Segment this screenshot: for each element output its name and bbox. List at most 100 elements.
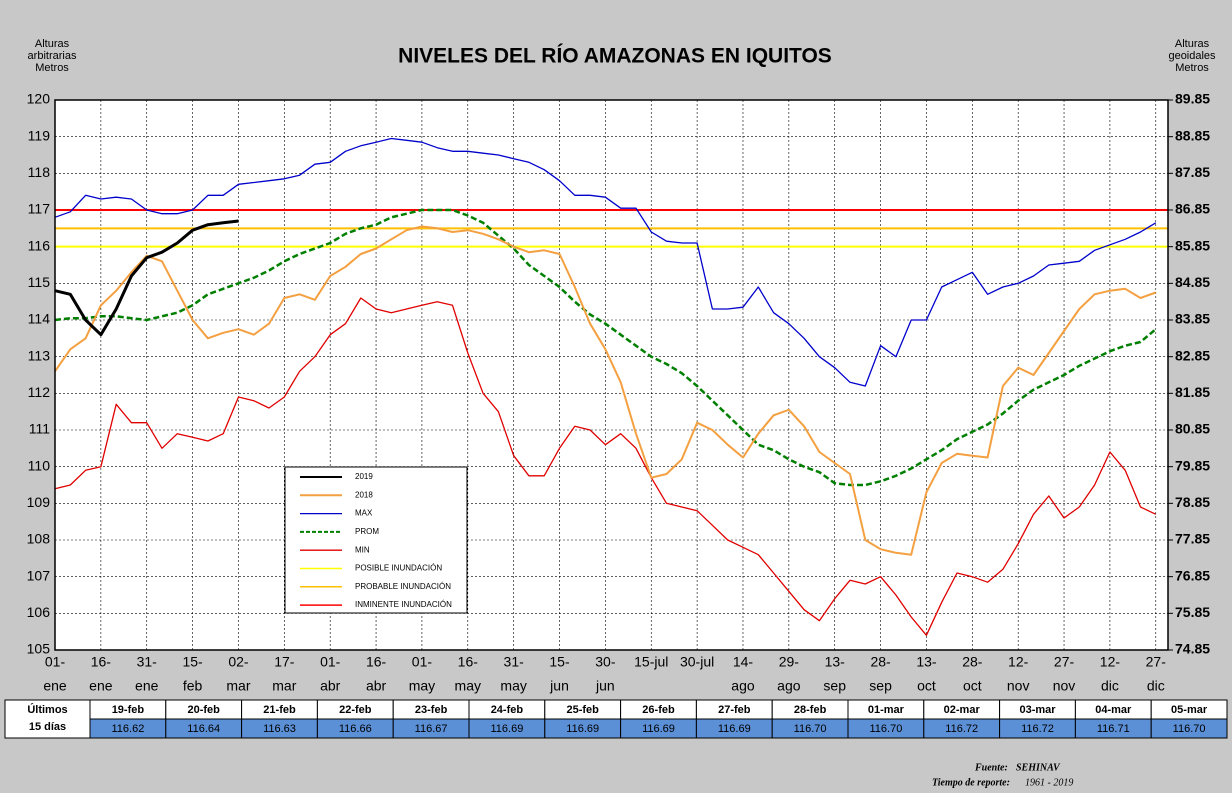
table-date: 03-mar xyxy=(1019,704,1056,716)
table-date: 19-feb xyxy=(112,704,145,716)
y2-tick-label: 78.85 xyxy=(1175,494,1210,510)
legend: 2019 2018 MAX PROM MIN POSIBLE INUNDACIÓN PROB… xyxy=(300,472,452,609)
table-value: 116.70 xyxy=(794,723,827,735)
x-tick-label: may xyxy=(455,678,481,694)
x-tick-label: 15- xyxy=(549,654,570,670)
y-tick-label: 119 xyxy=(28,127,51,143)
x-tick-label: 31- xyxy=(137,654,158,670)
x-tick-label: feb xyxy=(183,678,203,694)
y2-tick-label: 85.85 xyxy=(1175,237,1210,253)
y-tick-label: 120 xyxy=(27,91,51,107)
table-value: 116.66 xyxy=(339,723,372,735)
x-tick-label: abr xyxy=(320,678,341,694)
table-date: 24-feb xyxy=(491,704,524,716)
y-axis-title: arbitrarias xyxy=(28,50,77,62)
table-value: 116.71 xyxy=(1097,723,1130,735)
y-tick-label: 118 xyxy=(28,164,51,180)
x-tick-label: 12- xyxy=(1100,654,1121,670)
y-tick-label: 108 xyxy=(27,531,51,547)
value-cell xyxy=(1150,718,1228,739)
x-tick-label: ago xyxy=(777,678,801,694)
table-date: 21-feb xyxy=(263,704,296,716)
y2-tick-label: 89.85 xyxy=(1175,91,1210,107)
table-date: 20-feb xyxy=(187,704,220,716)
table: Últimos 15 días 19-feb 116.62 20-feb 116.64 21… xyxy=(4,699,1228,739)
y2-tick-label: 75.85 xyxy=(1175,604,1210,620)
x-tick-label: 16- xyxy=(91,654,112,670)
table-date: 05-mar xyxy=(1171,704,1208,716)
y-axis-title: Alturas xyxy=(35,38,70,50)
table-value: 116.72 xyxy=(945,723,978,735)
series-line xyxy=(54,219,239,337)
y-tick-label: 117 xyxy=(28,201,51,217)
x-tick-label: ene xyxy=(89,678,113,694)
y2-axis-title: geoidales xyxy=(1168,50,1216,62)
x-tick-label: 27- xyxy=(1146,654,1167,670)
table-date: 02-mar xyxy=(944,704,981,716)
source: SEHINAV xyxy=(1016,762,1061,773)
table-date: 28-feb xyxy=(794,704,827,716)
series-line xyxy=(54,137,1157,387)
table-date: 26-feb xyxy=(642,704,675,716)
source-label: Fuente: xyxy=(974,762,1008,773)
table-value: 116.64 xyxy=(187,723,220,735)
x-tick-label: 27- xyxy=(1054,654,1075,670)
y-axis-title: Metros xyxy=(35,62,69,74)
period-label: Tiempo de reporte: xyxy=(932,777,1010,788)
table-value: 116.67 xyxy=(415,723,448,735)
table-header: 15 días xyxy=(29,721,66,733)
y-tick-label: 113 xyxy=(28,347,51,363)
x-tick-label: may xyxy=(409,678,435,694)
x-tick-label: mar xyxy=(272,678,296,694)
y-tick-label: 111 xyxy=(29,421,50,437)
y2-tick-label: 82.85 xyxy=(1175,347,1210,363)
x-tick-label: 01- xyxy=(412,654,433,670)
table-value: 116.69 xyxy=(566,723,599,735)
x-tick-label: 13- xyxy=(825,654,846,670)
x-tick-label: 13- xyxy=(916,654,937,670)
table-date: 22-feb xyxy=(339,704,372,716)
x-tick-label: 14- xyxy=(733,654,754,670)
y2-tick-label: 76.85 xyxy=(1175,567,1210,583)
y-tick-label: 115 xyxy=(28,274,51,290)
legend-label: MAX xyxy=(355,509,373,518)
x-tick-label: abr xyxy=(366,678,387,694)
y2-tick-label: 86.85 xyxy=(1175,201,1210,217)
legend-label: PROBABLE INUNDACIÓN xyxy=(355,582,451,591)
plot-area xyxy=(55,100,1168,650)
y2-tick-label: 80.85 xyxy=(1175,421,1210,437)
x-tick-label: nov xyxy=(1007,678,1030,694)
x-tick-label: 02- xyxy=(228,654,249,670)
legend-label: 2019 xyxy=(355,472,373,481)
x-tick-label: ene xyxy=(43,678,67,694)
legend-box xyxy=(284,466,468,614)
table-value: 116.70 xyxy=(869,723,902,735)
y2-tick-label: 79.85 xyxy=(1175,457,1210,473)
x-tick-label: 28- xyxy=(962,654,983,670)
y2-tick-label: 83.85 xyxy=(1175,311,1210,327)
x-tick-label: ago xyxy=(731,678,755,694)
series-line xyxy=(54,225,1157,556)
x-tick-label: oct xyxy=(917,678,936,694)
y2-tick-label: 84.85 xyxy=(1175,274,1210,290)
table-value: 116.70 xyxy=(1173,723,1206,735)
y-tick-label: 114 xyxy=(28,311,51,327)
x-tick-label: 01- xyxy=(45,654,66,670)
x-tick-label: 30- xyxy=(595,654,616,670)
table-date: 25-feb xyxy=(566,704,599,716)
table-header: Últimos xyxy=(27,703,67,716)
table-value: 116.69 xyxy=(642,723,675,735)
x-tick-label: sep xyxy=(823,678,846,694)
lines xyxy=(54,137,1168,636)
x-tick-label: may xyxy=(500,678,526,694)
series-line xyxy=(54,208,1157,487)
x-tick-label: sep xyxy=(869,678,892,694)
x-tick-label: ene xyxy=(135,678,159,694)
y-tick-label: 106 xyxy=(27,604,51,620)
x-tick-label: dic xyxy=(1101,678,1119,694)
x-tick-label: 01- xyxy=(320,654,341,670)
series-line xyxy=(54,297,1157,636)
x-tick-label: 31- xyxy=(504,654,525,670)
table-value: 116.69 xyxy=(718,723,751,735)
